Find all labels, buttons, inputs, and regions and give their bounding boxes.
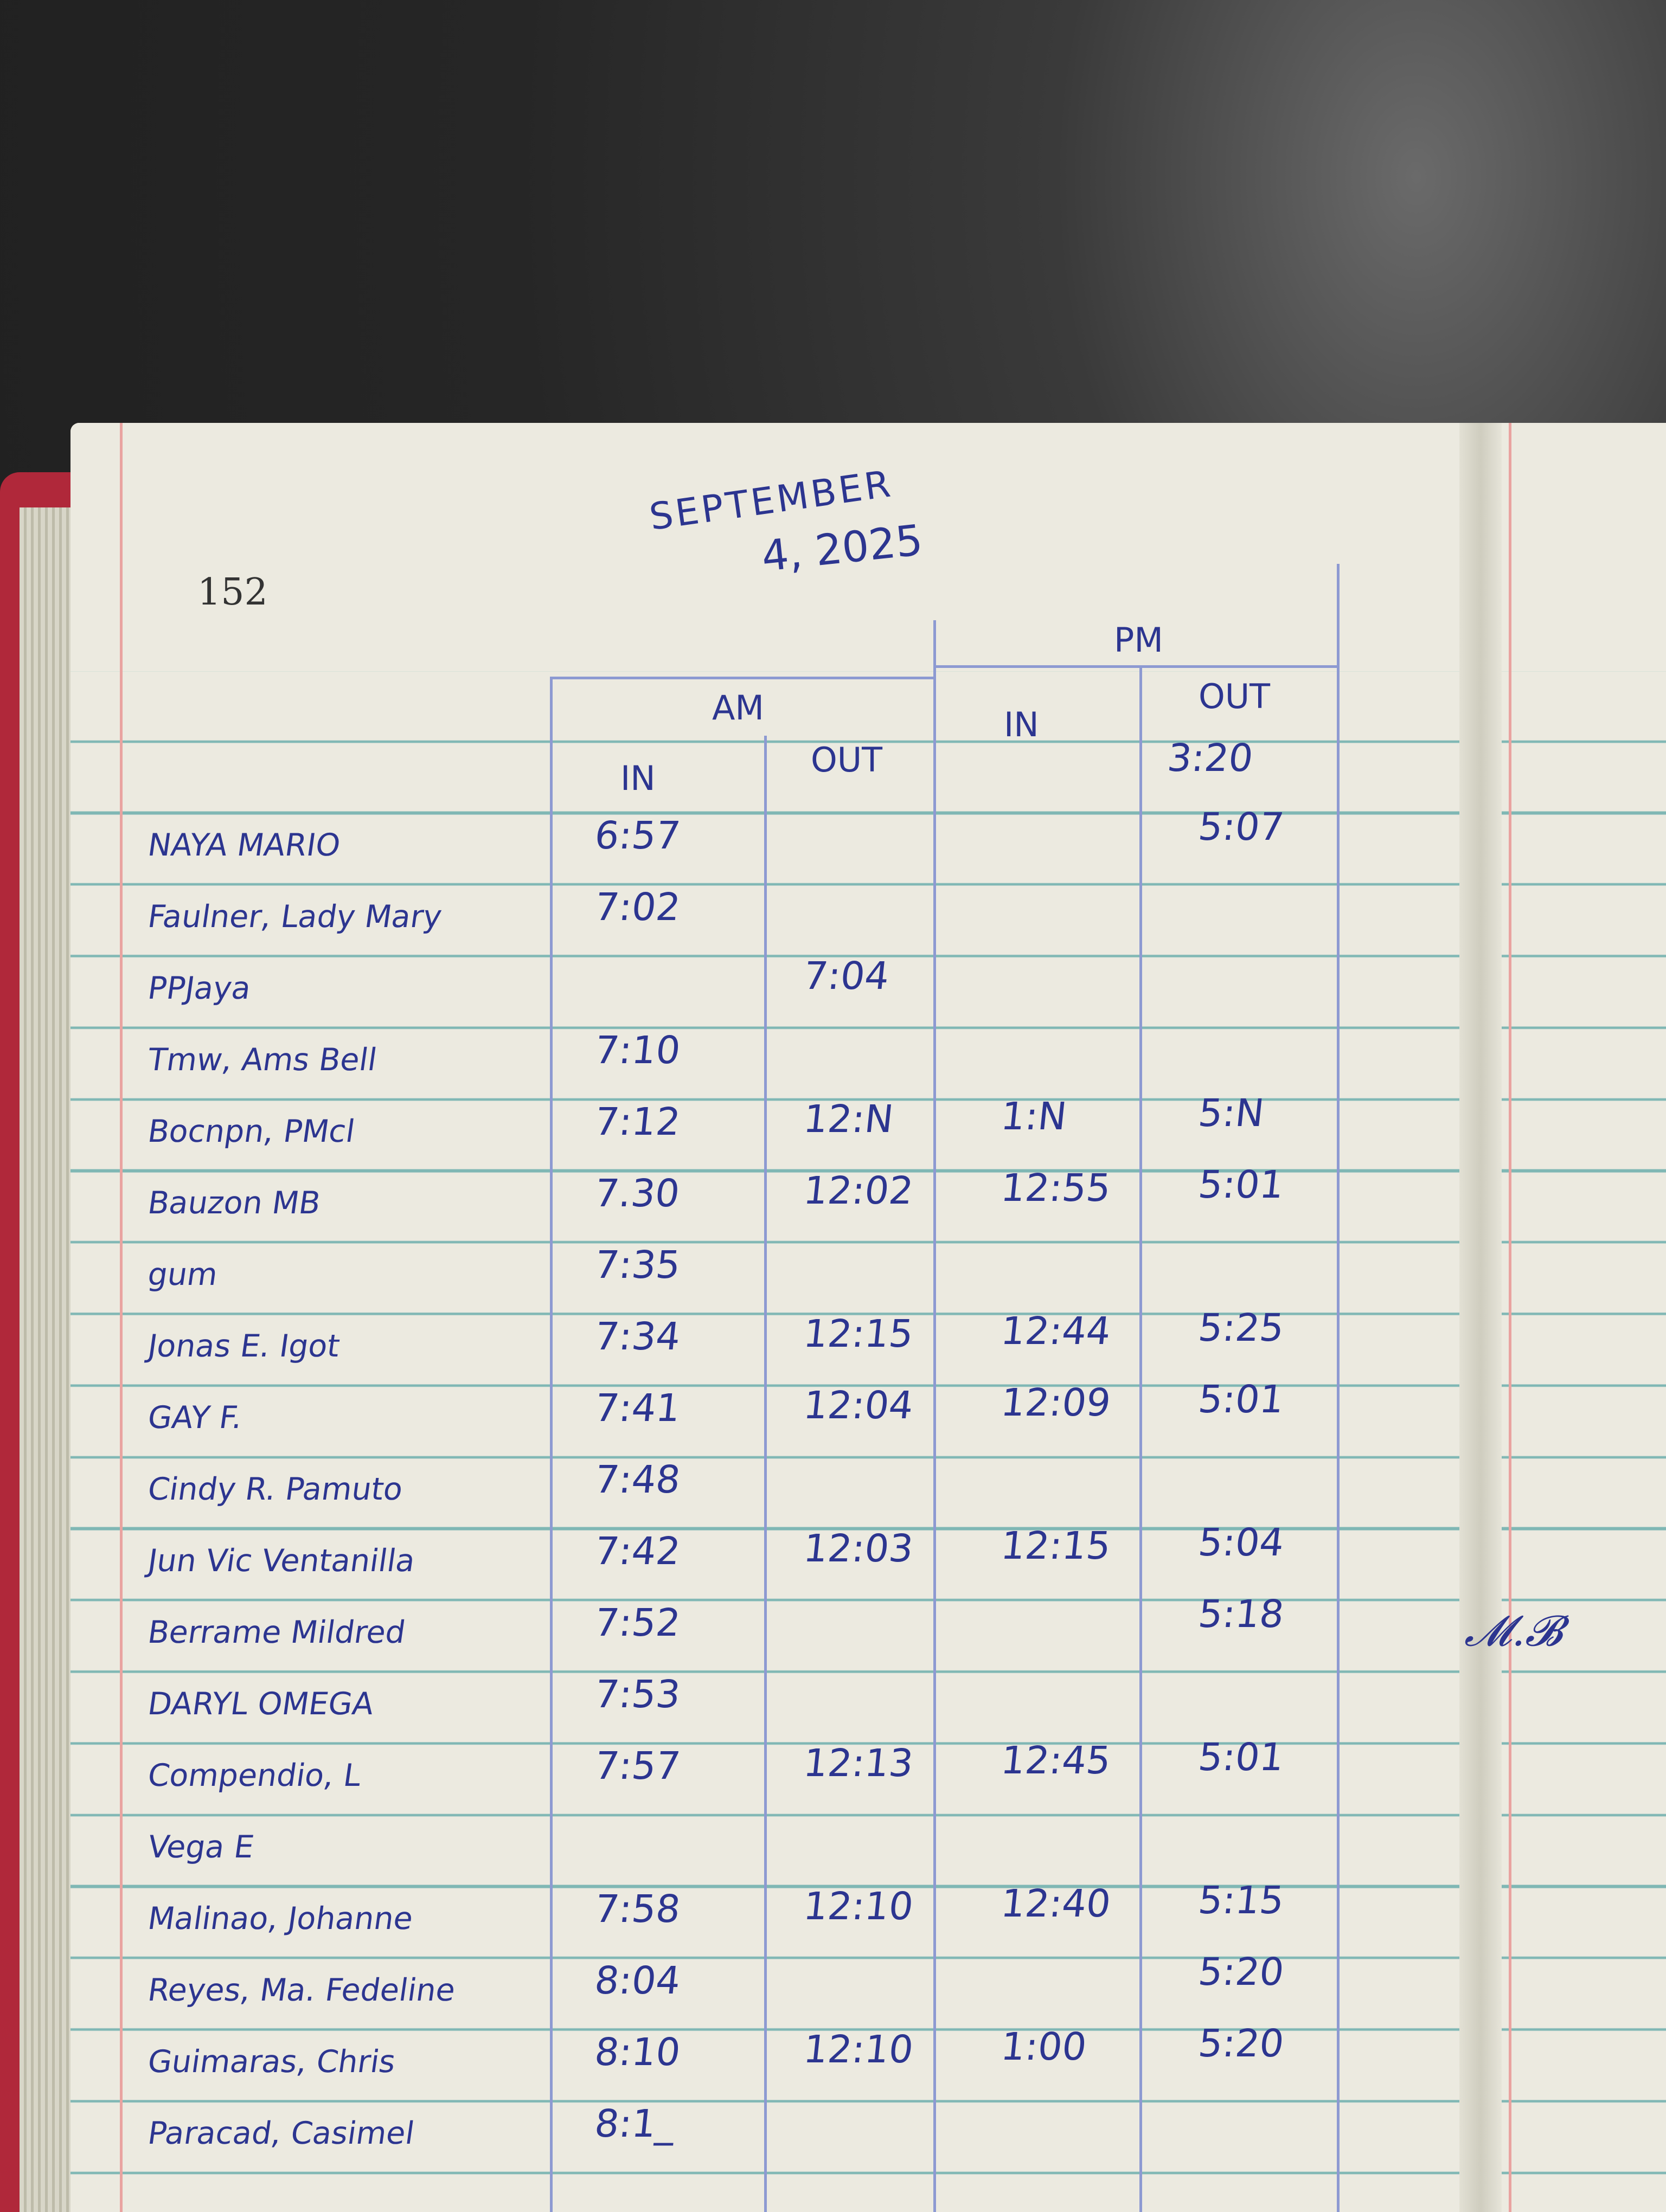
employee-name: Vega E: [145, 1829, 257, 1865]
pm-out-label: OUT: [1199, 677, 1271, 716]
time-am-in: 8:04: [592, 1958, 683, 2003]
pm-header-line: [933, 665, 1337, 668]
time-am-in: 7:41: [592, 1386, 683, 1430]
time-pm-out: 5:N: [1196, 1091, 1266, 1135]
am-label: AM: [712, 688, 764, 728]
time-am-in: 7.30: [592, 1171, 682, 1216]
am-in-label: IN: [620, 758, 656, 798]
employee-name: Faulner, Lady Mary: [145, 899, 444, 935]
column-divider: [1139, 665, 1142, 2212]
pm-label: PM: [1114, 620, 1163, 660]
first-pm-out-time: 3:20: [1165, 736, 1255, 780]
time-pm-in: 1:N: [998, 1094, 1069, 1139]
time-am-in: 7:35: [592, 1243, 683, 1287]
signature-scribble: 𝓜.𝓑: [1464, 1607, 1562, 1656]
time-am-in: 8:1_: [592, 2101, 677, 2146]
time-am-in: 8:10: [592, 2030, 683, 2074]
page-number: 152: [197, 571, 268, 614]
time-pm-out: 5:01: [1196, 1162, 1286, 1207]
time-am-out: 12:N: [801, 1097, 896, 1141]
time-pm-out: 5:01: [1196, 1735, 1286, 1779]
time-pm-in: 12:09: [998, 1380, 1113, 1425]
employee-name: NAYA MARIO: [145, 827, 343, 863]
employee-name: Tmw, Ams Bell: [145, 1042, 380, 1078]
time-am-out: 12:13: [801, 1741, 916, 1785]
time-am-in: 7:02: [592, 885, 683, 929]
time-am-in: 7:48: [592, 1457, 683, 1502]
time-am-in: 7:58: [592, 1887, 683, 1931]
employee-name: Reyes, Ma. Fedeline: [145, 1972, 458, 2008]
time-pm-in: 12:55: [998, 1166, 1113, 1210]
time-am-out: 12:15: [801, 1311, 916, 1356]
column-divider: [550, 677, 553, 2212]
column-divider: [933, 620, 936, 2212]
time-am-in: 7:34: [592, 1314, 683, 1359]
time-am-in: 7:53: [592, 1672, 683, 1716]
page-header-area: [71, 423, 1666, 671]
time-am-out: 7:04: [801, 954, 892, 998]
time-am-out: 12:10: [801, 1884, 916, 1928]
employee-name: Bocnpn, PMcl: [145, 1114, 357, 1149]
employee-name: Paracad, Casimel: [145, 2115, 417, 2151]
employee-name: Jun Vic Ventanilla: [145, 1543, 418, 1579]
time-pm-out: 5:07: [1196, 805, 1286, 849]
book-gutter: [1459, 423, 1502, 2212]
employee-name: gum: [145, 1257, 220, 1293]
employee-name: Bauzon MB: [145, 1185, 323, 1221]
am-out-label: OUT: [811, 740, 883, 780]
time-am-in: 7:52: [592, 1600, 683, 1645]
time-am-in: 7:57: [592, 1744, 683, 1788]
employee-name: Cindy R. Pamuto: [145, 1471, 405, 1507]
column-divider: [764, 736, 767, 2212]
margin-line: [120, 423, 123, 2212]
employee-name: GAY F.: [145, 1400, 245, 1436]
time-pm-out: 5:25: [1196, 1306, 1286, 1350]
time-pm-in: 12:44: [998, 1309, 1113, 1353]
employee-name: Jonas E. Igot: [145, 1328, 342, 1364]
time-am-out: 12:02: [801, 1168, 916, 1213]
column-divider: [1337, 564, 1340, 2212]
time-am-in: 7:12: [592, 1099, 683, 1144]
time-pm-in: 12:45: [998, 1738, 1113, 1783]
employee-name: Compendio, L: [145, 1758, 364, 1793]
time-pm-in: 12:40: [998, 1881, 1113, 1926]
time-am-out: 12:10: [801, 2027, 916, 2072]
employee-name: Malinao, Johanne: [145, 1901, 415, 1937]
employee-name: PPJaya: [145, 970, 253, 1006]
logbook-page: 152 SEPTEMBER 4, 2025 AM PM IN OUT IN OU…: [71, 423, 1666, 2212]
time-pm-out: 5:01: [1196, 1377, 1286, 1422]
employee-name: DARYL OMEGA: [145, 1686, 376, 1722]
time-pm-out: 5:04: [1196, 1520, 1286, 1565]
time-pm-out: 5:15: [1196, 1878, 1286, 1922]
time-am-out: 12:04: [801, 1383, 916, 1427]
right-page-margin: [1509, 423, 1511, 2212]
time-pm-out: 5:20: [1196, 1950, 1286, 1994]
time-am-in: 7:42: [592, 1529, 683, 1573]
time-pm-out: 5:18: [1196, 1592, 1286, 1636]
time-am-in: 6:57: [592, 813, 683, 858]
pm-in-label: IN: [1004, 705, 1039, 744]
time-am-in: 7:10: [592, 1028, 683, 1072]
time-am-out: 12:03: [801, 1526, 916, 1571]
time-pm-in: 1:00: [998, 2024, 1089, 2069]
time-pm-out: 5:20: [1196, 2021, 1286, 2066]
employee-name: Berrame Mildred: [145, 1615, 408, 1650]
am-header-line: [550, 677, 933, 679]
time-pm-in: 12:15: [998, 1523, 1113, 1568]
employee-name: Guimaras, Chris: [145, 2044, 398, 2080]
